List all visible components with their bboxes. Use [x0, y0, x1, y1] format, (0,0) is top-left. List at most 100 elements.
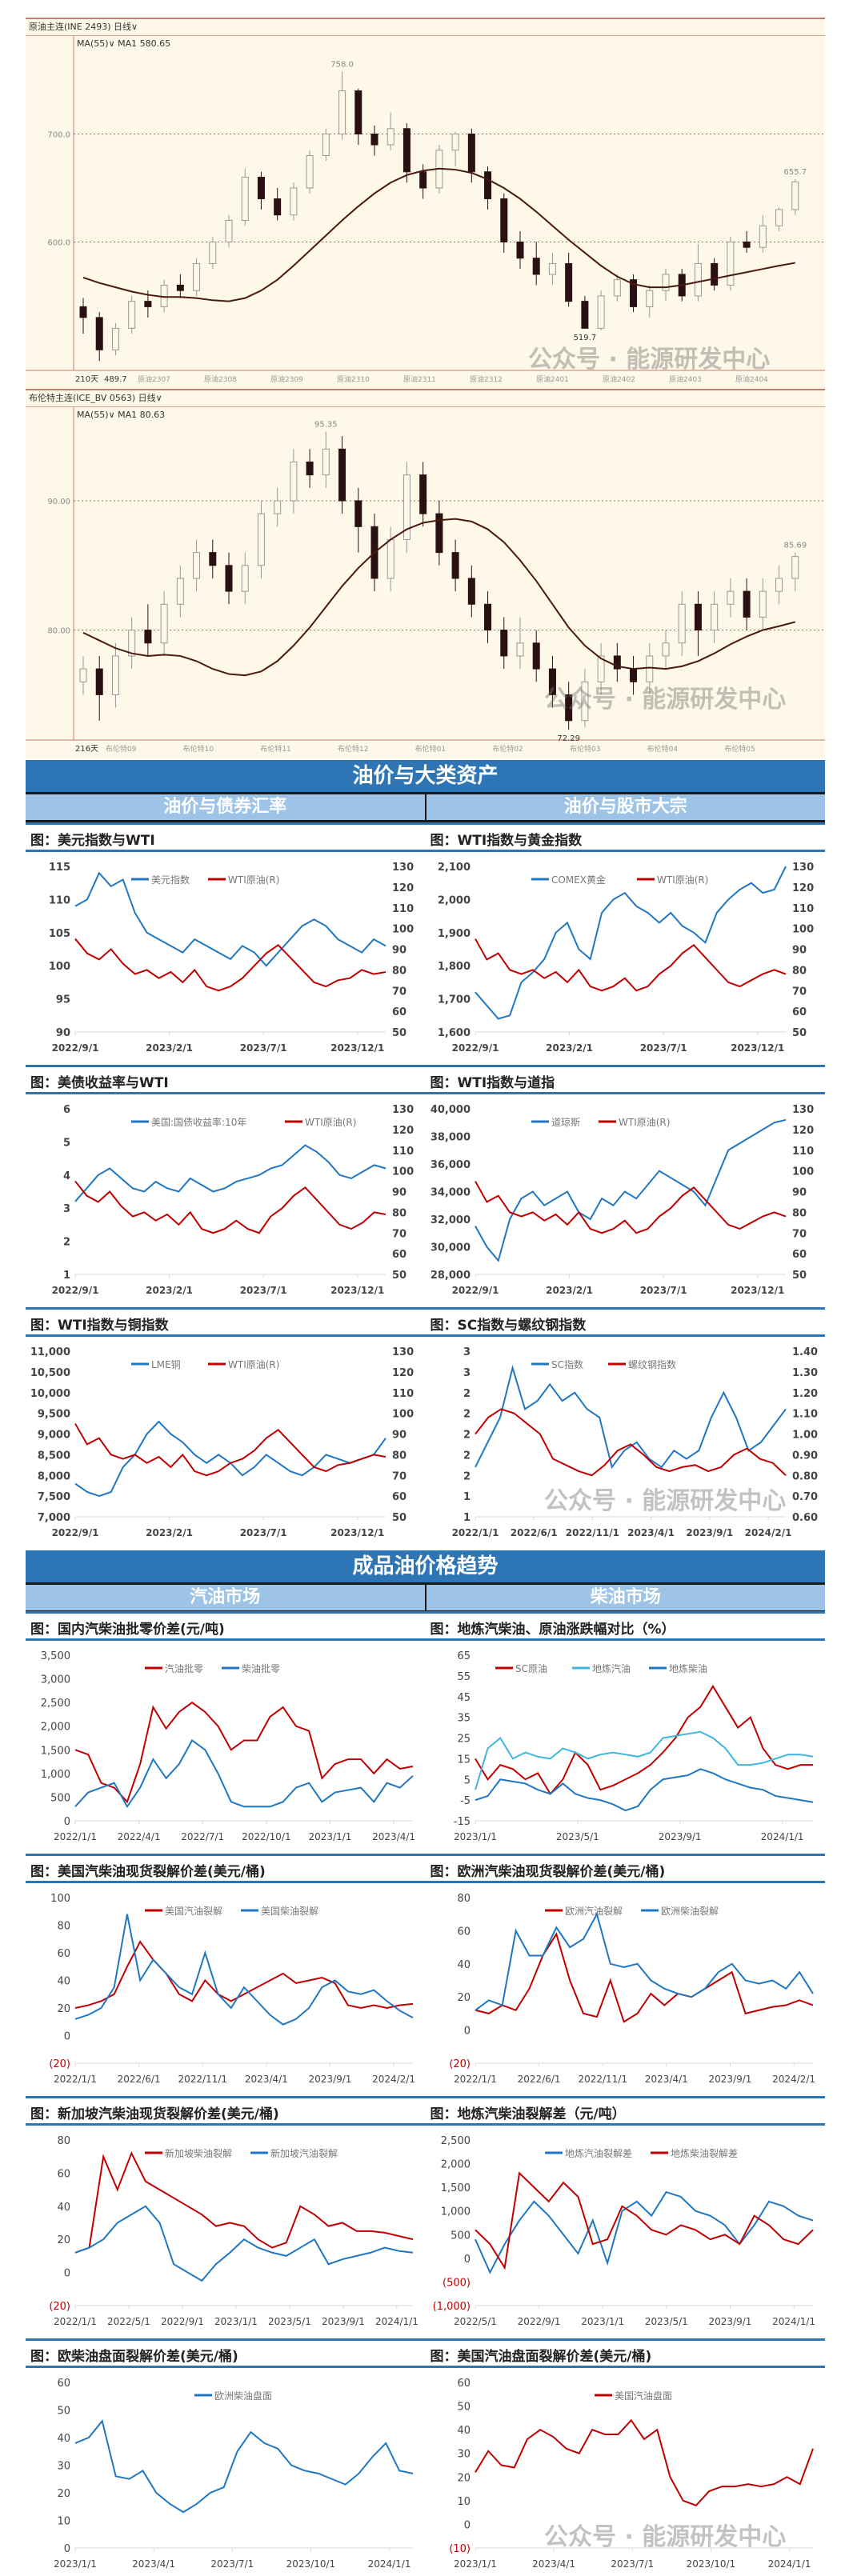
- candle-body: [775, 209, 783, 226]
- candle-body: [257, 513, 265, 566]
- price-annotation: 95.35: [314, 421, 338, 430]
- candle-body: [225, 219, 233, 242]
- candle-body: [694, 603, 702, 631]
- y-right-tick-label: 70: [392, 1228, 406, 1240]
- candle-body: [516, 642, 524, 657]
- candle-body: [306, 461, 314, 476]
- y-tick-label: 80: [57, 2135, 70, 2147]
- candle-body: [386, 128, 394, 146]
- y-right-tick-label: 90: [392, 1187, 406, 1199]
- x-tick-label: 2023/2/1: [546, 1042, 593, 1054]
- y-right-tick-label: 1.30: [792, 1367, 818, 1379]
- x-tick-label: 2023/1/1: [581, 2316, 624, 2327]
- watermark: 公众号 · 能源研发中心: [528, 346, 771, 374]
- candle-body: [467, 134, 475, 173]
- chart-panel: 图：WTI指数与黄金指数 1,600 1,700 1,800 1,900 2,000 2,1…: [425, 825, 825, 1065]
- x-tick-label: 2022/1/1: [54, 1831, 97, 1842]
- y-right-tick-label: 60: [792, 1006, 807, 1018]
- x-tick-label: 2023/1/1: [454, 1831, 497, 1842]
- x-tick-label: 2022/9/1: [451, 1285, 499, 1296]
- y-tick-label: 40: [57, 1976, 70, 1988]
- y-tick-label: 20: [457, 2472, 471, 2484]
- x-tick-label: 2022/9/1: [451, 1042, 499, 1054]
- y-tick-label: 10: [57, 2516, 70, 2528]
- y-tick-label: 1,600: [437, 1027, 470, 1039]
- candle-body: [402, 128, 410, 173]
- candle-body: [274, 198, 282, 216]
- candle-body: [597, 295, 605, 329]
- section-title: 油价与大类资产: [26, 760, 825, 794]
- candle-body: [532, 642, 540, 670]
- y-tick-label: 0: [64, 1816, 70, 1828]
- y-tick-label: 1,500: [41, 1745, 70, 1757]
- chart-title: 图：地炼汽柴油裂解差（元/吨）: [425, 2098, 825, 2126]
- x-tick-label: 2023/4/1: [627, 1527, 675, 1538]
- y-tick-label: 3: [63, 1203, 70, 1215]
- chart-title: 图：美国汽柴油现货裂解价差(美元/桶): [26, 1856, 426, 1883]
- y-tick-label: 35: [457, 1713, 471, 1725]
- chart-title: 图：地炼汽柴油、原油涨跌幅对比（%）: [425, 1614, 825, 1641]
- candle-body: [79, 668, 87, 682]
- x-tick-label: 布伦特05: [724, 744, 755, 754]
- legend-label: 欧洲柴油盘面: [214, 2390, 272, 2402]
- chart-panel: 图：SC指数与螺纹钢指数 1 1 2 2 2 2 2 3 3 0.60 0.70 0.80 0.90 1.0…: [425, 1310, 825, 1550]
- y-tick-label: 40,000: [430, 1104, 470, 1116]
- line-chart: -15 -5 5 15 25 35 45 55 65 2023/1/1 2023/5/1 2023/9…: [453, 1650, 813, 1842]
- subsection-title: 汽油市场: [26, 1585, 427, 1610]
- asset-charts: 图：美元指数与WTI 90 95 100 105 110 115 50 60 70 80 90 100 1…: [26, 822, 825, 1550]
- series-line: [74, 2205, 414, 2282]
- y-tick-label: 60: [57, 2168, 70, 2180]
- subsection-title: 油价与债券汇率: [26, 794, 427, 820]
- series-line: [74, 2151, 414, 2254]
- x-tick-label: 2024/1/1: [375, 2316, 418, 2327]
- x-tick-label: 2022/9/1: [517, 2316, 560, 2327]
- series-line: [74, 1423, 386, 1477]
- chart-row: 图：美债收益率与WTI 1 2 3 4 5 6 50 60 70 80 90 100 110 120 130 2…: [26, 1065, 825, 1307]
- candle-body: [775, 578, 783, 592]
- candle-body: [274, 500, 282, 514]
- legend-label: SC原油: [515, 1663, 547, 1674]
- x-tick-label: 原油2401: [536, 374, 569, 384]
- series-line: [74, 2419, 414, 2514]
- y-right-tick-label: 70: [392, 986, 406, 998]
- y-tick-label: 2,500: [440, 2135, 470, 2147]
- candle-body: [354, 500, 362, 527]
- candle-header: 原油主连(INE 2493) 日线∨: [26, 19, 825, 36]
- x-tick-label: 2022/10/1: [242, 1831, 291, 1842]
- y-tick-label: 32,000: [430, 1214, 470, 1226]
- y-right-tick-label: 80: [792, 965, 807, 977]
- chart-row: 图：WTI指数与铜指数 7,000 7,500 8,000 8,500 9,000 9,50…: [26, 1307, 825, 1550]
- candle-body: [500, 198, 508, 242]
- x-tick-label: 2024/1/1: [772, 2316, 815, 2327]
- y-tick-label: 6: [63, 1104, 70, 1116]
- chart-panel: 图：美元指数与WTI 90 95 100 105 110 115 50 60 70 80 90 100 1…: [26, 825, 426, 1065]
- y-right-tick-label: 100: [392, 924, 414, 936]
- y-right-tick-label: 100: [392, 1409, 414, 1421]
- days-label: 210天: [75, 375, 98, 384]
- y-tick-label: 40: [457, 2425, 471, 2437]
- legend-label: WTI原油(R): [619, 1117, 670, 1128]
- x-tick-label: 2023/12/1: [330, 1527, 384, 1538]
- y-tick-label: 7,000: [38, 1512, 70, 1524]
- x-tick-label: 2023/1/1: [454, 2558, 497, 2570]
- y-tick-label: 0: [463, 2519, 470, 2531]
- y-right-tick-label: 80: [392, 1450, 406, 1462]
- y-right-tick-label: 60: [392, 1491, 406, 1503]
- x-tick-label: 2022/9/1: [52, 1285, 99, 1296]
- series-line: [74, 1701, 414, 1804]
- y-tick-label: 80: [457, 1893, 471, 1905]
- candle-body: [338, 448, 346, 502]
- candle-body: [322, 134, 330, 157]
- x-tick-label: 2022/1/1: [54, 2074, 97, 2085]
- chart-row: 图：美国汽柴油现货裂解价差(美元/桶) (20) 0 20 40 60 80 100 2022/…: [26, 1854, 825, 2096]
- legend-label: 新加坡汽油裂解: [270, 2147, 338, 2159]
- x-tick-label: 2023/9/1: [309, 2074, 352, 2085]
- x-tick-label: 2023/7/1: [639, 1285, 687, 1296]
- candle-body: [662, 274, 670, 291]
- y-tick-label: (500): [443, 2277, 471, 2289]
- line-chart: 90 95 100 105 110 115 50 60 70 80 90 100 110 120 130 20…: [49, 862, 414, 1054]
- candle-body: [241, 177, 249, 221]
- y-tick-label: 2,500: [41, 1698, 70, 1710]
- chart-row: 图：国内汽柴油批零价差(元/吨) 0 500 1,000 1,500 2,000 2,500…: [26, 1611, 825, 1854]
- x-tick-label: 布伦特09: [106, 744, 137, 754]
